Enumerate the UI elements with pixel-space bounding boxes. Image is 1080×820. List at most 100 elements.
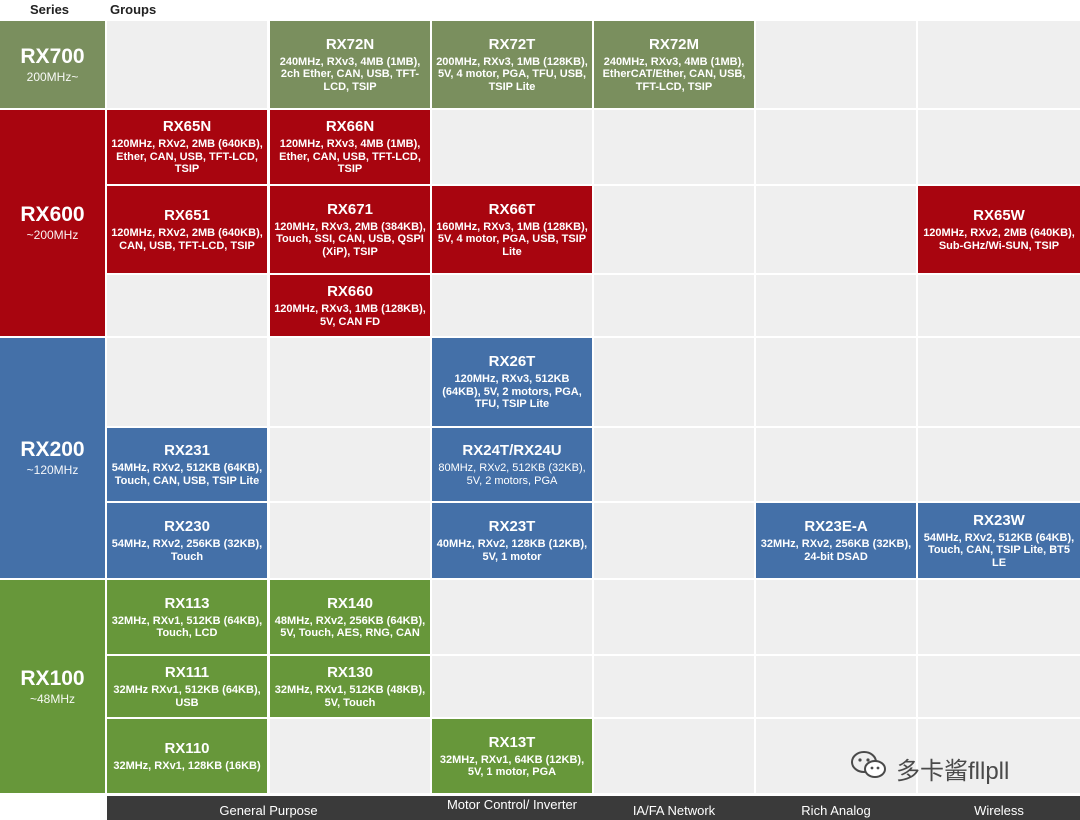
product-rx130[interactable]: RX130 32MHz, RXv1, 512KB (48KB), 5V, Tou… <box>270 656 430 717</box>
product-name: RX651 <box>164 207 210 224</box>
product-name: RX23T <box>488 518 536 535</box>
product-name: RX72M <box>648 35 700 53</box>
series-frequency: ~120MHz <box>26 463 79 477</box>
groups-footer-bar <box>107 796 1080 820</box>
empty-cell <box>594 503 754 578</box>
product-name: RX111 <box>164 664 210 681</box>
product-name: RX230 <box>164 518 210 535</box>
product-name: RX23E-A <box>804 518 868 535</box>
product-name: RX65N <box>162 118 212 136</box>
empty-cell <box>756 656 916 717</box>
product-desc: 160MHz, RXv3, 1MB (128KB), 5V, 4 motor, … <box>436 220 588 258</box>
product-rx660[interactable]: RX660 120MHz, RXv3, 1MB (128KB), 5V, CAN… <box>270 275 430 336</box>
product-name: RX231 <box>164 442 210 459</box>
product-name: RX113 <box>164 594 210 612</box>
product-desc: 120MHz, RXv3, 4MB (1MB), Ether, CAN, USB… <box>279 138 421 176</box>
empty-cell <box>756 110 916 184</box>
product-desc: 120MHz, RXv2, 2MB (640KB), Sub-GHz/Wi-SU… <box>923 227 1075 252</box>
group-wireless: Wireless <box>974 803 1024 818</box>
empty-cell <box>432 275 592 336</box>
empty-cell <box>918 338 1080 426</box>
series-name: RX700 <box>20 44 85 68</box>
product-rx72n[interactable]: RX72N 240MHz, RXv3, 4MB (1MB), 2ch Ether… <box>270 21 430 108</box>
series-name: RX100 <box>20 666 85 690</box>
product-desc: 120MHz, RXv3, 512KB (64KB), 5V, 2 motors… <box>442 373 582 411</box>
series-name: RX200 <box>20 438 85 461</box>
product-rx13t[interactable]: RX13T 32MHz, RXv1, 64KB (12KB), 5V, 1 mo… <box>432 719 592 793</box>
empty-cell <box>594 428 754 501</box>
empty-cell <box>756 428 916 501</box>
product-rx65n[interactable]: RX65N 120MHz, RXv2, 2MB (640KB), Ether, … <box>107 110 267 184</box>
group-general-purpose: General Purpose <box>219 803 318 818</box>
empty-cell <box>432 656 592 717</box>
product-rx26t[interactable]: RX26T 120MHz, RXv3, 512KB (64KB), 5V, 2 … <box>432 338 592 426</box>
product-rx671[interactable]: RX671 120MHz, RXv3, 2MB (384KB), Touch, … <box>270 186 430 273</box>
product-rx113[interactable]: RX113 32MHz, RXv1, 512KB (64KB), Touch, … <box>107 580 267 654</box>
empty-cell <box>594 656 754 717</box>
product-rx65w[interactable]: RX65W 120MHz, RXv2, 2MB (640KB), Sub-GHz… <box>918 186 1080 273</box>
product-rx72t[interactable]: RX72T 200MHz, RXv3, 1MB (128KB), 5V, 4 m… <box>432 21 592 108</box>
groups-header: Groups <box>110 2 157 17</box>
product-desc: 120MHz, RXv3, 1MB (128KB), 5V, CAN FD <box>274 303 426 328</box>
product-name: RX13T <box>488 733 536 751</box>
product-rx23e-a[interactable]: RX23E-A 32MHz, RXv2, 256KB (32KB), 24-bi… <box>756 503 916 578</box>
product-rx111[interactable]: RX111 32MHz RXv1, 512KB (64KB), USB <box>107 656 267 717</box>
group-rich-analog: Rich Analog <box>801 803 871 818</box>
empty-cell <box>918 580 1080 654</box>
series-frequency: 200MHz~ <box>26 69 79 84</box>
product-name: RX66N <box>325 118 375 136</box>
group-ia-fa-network: IA/FA Network <box>632 803 716 818</box>
series-frequency: ~48MHz <box>29 691 76 706</box>
product-name: RX660 <box>327 283 373 300</box>
empty-cell <box>270 503 430 578</box>
empty-cell <box>594 110 754 184</box>
product-rx66n[interactable]: RX66N 120MHz, RXv3, 4MB (1MB), Ether, CA… <box>270 110 430 184</box>
empty-cell <box>756 21 916 108</box>
empty-cell <box>594 580 754 654</box>
empty-cell <box>270 719 430 793</box>
product-rx24t-rx24u[interactable]: RX24T/RX24U 80MHz, RXv2, 512KB (32KB), 5… <box>432 428 592 501</box>
product-desc: 32MHz, RXv1, 128KB (16KB) <box>113 759 261 772</box>
empty-cell <box>270 338 430 426</box>
empty-cell <box>918 110 1080 184</box>
product-rx230[interactable]: RX230 54MHz, RXv2, 256KB (32KB), Touch <box>107 503 267 578</box>
watermark: 多卡酱fllpll <box>850 750 1009 787</box>
product-rx140[interactable]: RX140 48MHz, RXv2, 256KB (64KB), 5V, Tou… <box>270 580 430 654</box>
product-desc: 120MHz, RXv2, 2MB (640KB), CAN, USB, TFT… <box>111 227 263 252</box>
product-desc: 54MHz, RXv2, 512KB (64KB), Touch, CAN, U… <box>111 462 263 487</box>
product-rx23t[interactable]: RX23T 40MHz, RXv2, 128KB (12KB), 5V, 1 m… <box>432 503 592 578</box>
product-name: RX23W <box>973 511 1025 529</box>
product-desc: 32MHz, RXv1, 64KB (12KB), 5V, 1 motor, P… <box>439 753 585 779</box>
product-name: RX671 <box>327 200 373 218</box>
watermark-text: 多卡酱fllpll <box>896 758 1010 785</box>
product-desc: 240MHz, RXv3, 4MB (1MB), 2ch Ether, CAN,… <box>279 55 421 93</box>
product-name: RX130 <box>327 664 373 681</box>
product-name: RX26T <box>488 353 536 371</box>
product-desc: 54MHz, RXv2, 512KB (64KB), Touch, CAN, T… <box>923 531 1075 569</box>
product-name: RX72T <box>488 35 536 53</box>
product-desc: 32MHz RXv1, 512KB (64KB), USB <box>113 684 261 709</box>
empty-cell <box>432 580 592 654</box>
product-rx72m[interactable]: RX72M 240MHz, RXv3, 4MB (1MB), EtherCAT/… <box>594 21 754 108</box>
product-rx110[interactable]: RX110 32MHz, RXv1, 128KB (16KB) <box>107 719 267 793</box>
empty-cell <box>594 186 754 273</box>
series-rx700: RX700 200MHz~ <box>0 21 105 108</box>
series-frequency: ~200MHz <box>26 228 79 242</box>
product-desc: 32MHz, RXv1, 512KB (48KB), 5V, Touch <box>274 684 426 709</box>
series-rx100: RX100 ~48MHz <box>0 580 105 793</box>
product-rx651[interactable]: RX651 120MHz, RXv2, 2MB (640KB), CAN, US… <box>107 186 267 273</box>
product-name: RX66T <box>488 200 536 218</box>
empty-cell <box>756 338 916 426</box>
series-header: Series <box>30 2 70 17</box>
empty-cell <box>756 275 916 336</box>
empty-cell <box>756 719 916 793</box>
series-name: RX600 <box>20 203 85 226</box>
product-desc: 80MHz, RXv2, 512KB (32KB), 5V, 2 motors,… <box>438 462 586 487</box>
empty-cell <box>594 338 754 426</box>
product-rx23w[interactable]: RX23W 54MHz, RXv2, 512KB (64KB), Touch, … <box>918 503 1080 578</box>
product-name: RX24T/RX24U <box>462 442 562 459</box>
product-name: RX65W <box>973 207 1025 224</box>
product-rx231[interactable]: RX231 54MHz, RXv2, 512KB (64KB), Touch, … <box>107 428 267 501</box>
product-rx66t[interactable]: RX66T 160MHz, RXv3, 1MB (128KB), 5V, 4 m… <box>432 186 592 273</box>
empty-cell <box>918 428 1080 501</box>
